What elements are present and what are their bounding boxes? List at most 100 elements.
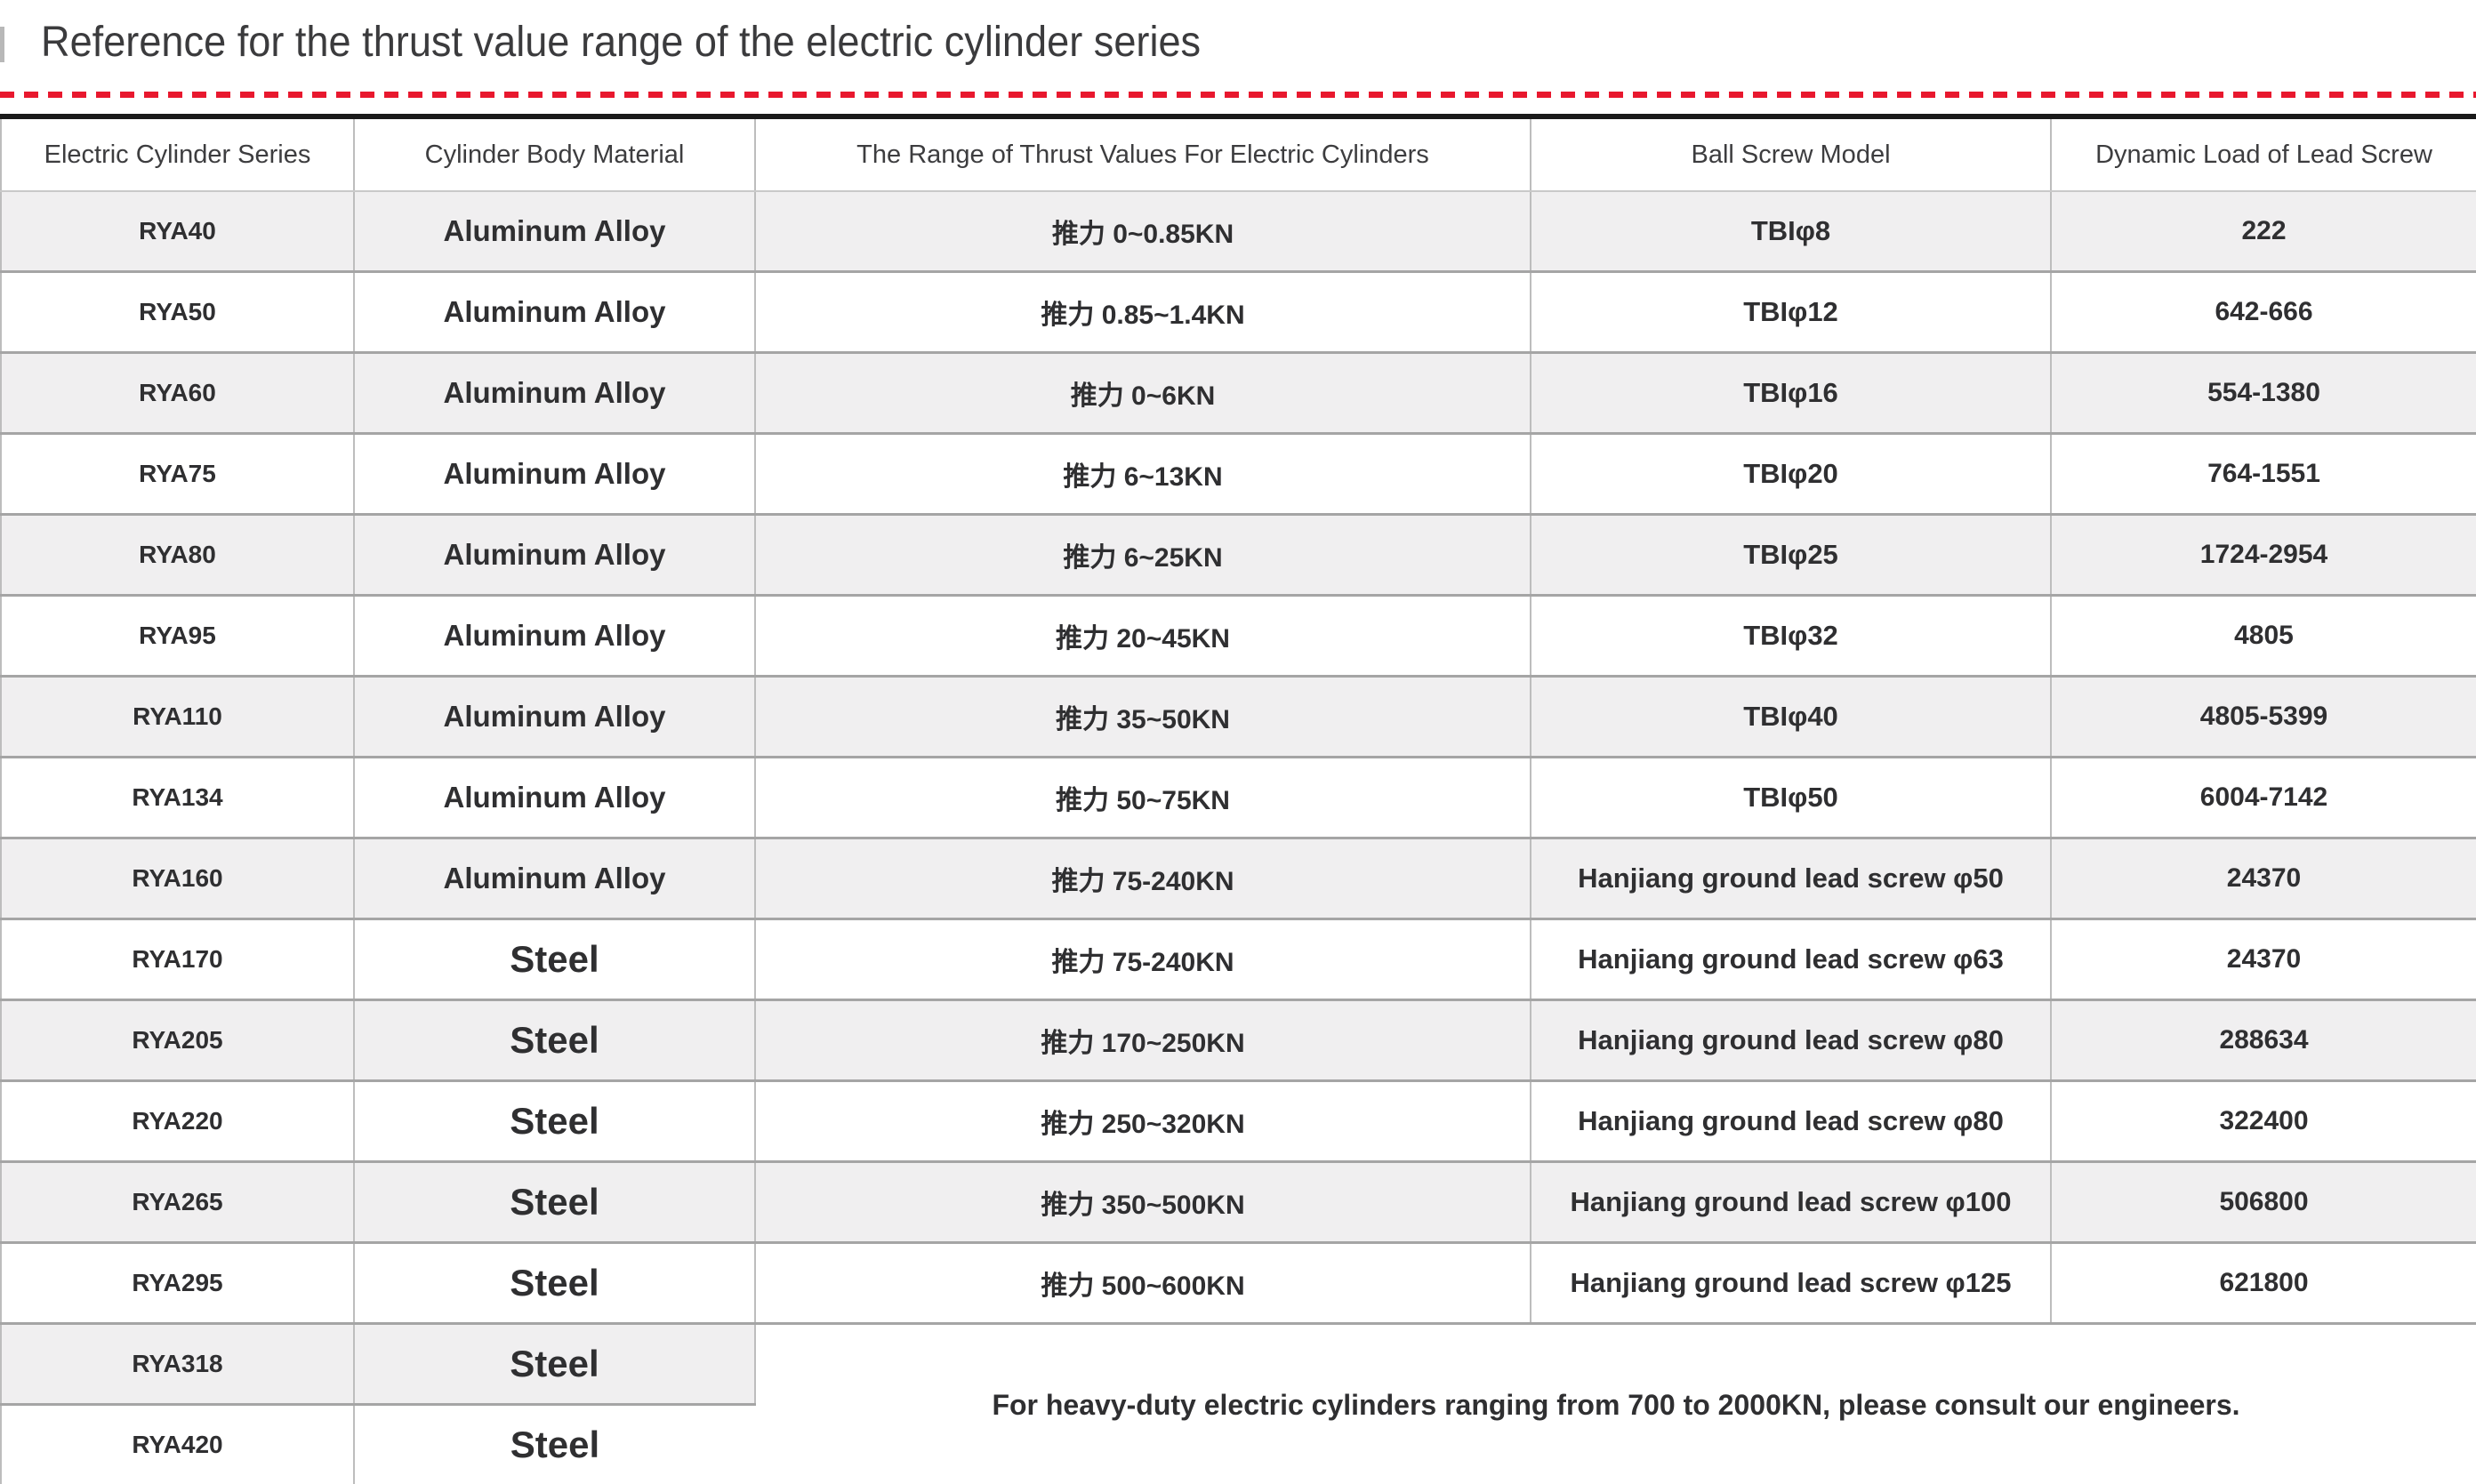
series-cell: RYA265 [1, 1161, 355, 1244]
column-header: Dynamic Load of Lead Screw [2051, 119, 2476, 192]
table-region: Electric Cylinder Series Cylinder Body Ma… [0, 114, 2476, 1484]
material-cell: Aluminum Alloy [354, 676, 756, 758]
material-cell: Steel [354, 1080, 756, 1163]
ball-screw-cell: Hanjiang ground lead screw φ100 [1531, 1161, 2052, 1244]
dynamic-load-cell: 6004-7142 [2051, 757, 2476, 839]
series-cell: RYA50 [1, 271, 355, 354]
dynamic-load-cell: 554-1380 [2051, 352, 2476, 435]
table-row: RYA420 Steel [1, 1404, 2476, 1484]
thrust-cell: 推力 0.85~1.4KN [755, 271, 1531, 354]
series-cell: RYA170 [1, 918, 355, 1001]
ball-screw-cell: TBIφ32 [1531, 595, 2052, 678]
dynamic-load-cell: 222 [2051, 191, 2476, 273]
dynamic-load-cell: 288634 [2051, 999, 2476, 1082]
series-cell: RYA160 [1, 838, 355, 920]
series-cell: RYA80 [1, 514, 355, 597]
footer-note-cell: For heavy-duty electric cylinders rangin… [755, 1323, 2476, 1484]
table-row: RYA295 Steel 推力 500~600KN Hanjiang ground l… [1, 1242, 2476, 1325]
table-row: RYA265 Steel 推力 350~500KN Hanjiang ground l… [1, 1161, 2476, 1244]
material-cell: Steel [354, 999, 756, 1082]
series-cell: RYA75 [1, 433, 355, 516]
table-row: RYA40 Aluminum Alloy 推力 0~0.85KN TBIφ8 222 [1, 191, 2476, 273]
thrust-cell: 推力 20~45KN [755, 595, 1531, 678]
ball-screw-cell: TBIφ16 [1531, 352, 2052, 435]
material-cell: Aluminum Alloy [354, 514, 756, 597]
series-cell: RYA134 [1, 757, 355, 839]
table-row: RYA80 Aluminum Alloy 推力 6~25KN TBIφ25 1724-2… [1, 514, 2476, 597]
header-row: Electric Cylinder Series Cylinder Body Ma… [1, 119, 2476, 192]
table-row: RYA134 Aluminum Alloy 推力 50~75KN TBIφ50 6004… [1, 757, 2476, 839]
ball-screw-cell: TBIφ12 [1531, 271, 2052, 354]
thrust-cell: 推力 35~50KN [755, 676, 1531, 758]
red-dashed-divider [0, 92, 2476, 98]
material-cell: Aluminum Alloy [354, 191, 756, 273]
ball-screw-cell: Hanjiang ground lead screw φ50 [1531, 838, 2052, 920]
ball-screw-cell: Hanjiang ground lead screw φ80 [1531, 999, 2052, 1082]
material-cell: Steel [354, 1161, 756, 1244]
series-cell: RYA110 [1, 676, 355, 758]
ball-screw-cell: Hanjiang ground lead screw φ63 [1531, 918, 2052, 1001]
material-cell: Aluminum Alloy [354, 595, 756, 678]
thrust-cell: 推力 0~0.85KN [755, 191, 1531, 273]
series-cell: RYA420 [1, 1404, 355, 1484]
ball-screw-cell: TBIφ20 [1531, 433, 2052, 516]
table-row: RYA205 Steel 推力 170~250KN Hanjiang ground l… [1, 999, 2476, 1082]
thrust-cell: 推力 250~320KN [755, 1080, 1531, 1163]
series-cell: RYA60 [1, 352, 355, 435]
thrust-reference-table: Electric Cylinder Series Cylinder Body Ma… [0, 119, 2476, 1484]
material-cell: Aluminum Alloy [354, 271, 756, 354]
material-cell: Steel [354, 918, 756, 1001]
table-row: RYA95 Aluminum Alloy 推力 20~45KN TBIφ32 4805 [1, 595, 2476, 678]
table-row: RYA220 Steel 推力 250~320KN Hanjiang ground l… [1, 1080, 2476, 1163]
dynamic-load-cell: 1724-2954 [2051, 514, 2476, 597]
material-cell: Aluminum Alloy [354, 433, 756, 516]
series-cell: RYA205 [1, 999, 355, 1082]
thrust-cell: 推力 50~75KN [755, 757, 1531, 839]
dynamic-load-cell: 4805 [2051, 595, 2476, 678]
dynamic-load-cell: 621800 [2051, 1242, 2476, 1325]
ball-screw-cell: TBIφ25 [1531, 514, 2052, 597]
series-cell: RYA40 [1, 191, 355, 273]
dynamic-load-cell: 24370 [2051, 838, 2476, 920]
material-cell: Aluminum Alloy [354, 757, 756, 839]
dynamic-load-cell: 322400 [2051, 1080, 2476, 1163]
thrust-cell: 推力 500~600KN [755, 1242, 1531, 1325]
table-row: RYA75 Aluminum Alloy 推力 6~13KN TBIφ20 764-15… [1, 433, 2476, 516]
thrust-cell: 推力 6~13KN [755, 433, 1531, 516]
material-cell: Steel [354, 1404, 755, 1484]
column-header: Ball Screw Model [1531, 119, 2052, 192]
table-body: RYA40 Aluminum Alloy 推力 0~0.85KN TBIφ8 222 RY… [1, 191, 2476, 1484]
column-header: The Range of Thrust Values For Electric … [755, 119, 1531, 192]
page-title: Reference for the thrust value range of … [41, 19, 1202, 66]
ball-screw-cell: TBIφ40 [1531, 676, 2052, 758]
column-header: Electric Cylinder Series [1, 119, 355, 192]
ball-screw-cell: Hanjiang ground lead screw φ125 [1531, 1242, 2052, 1325]
series-cell: RYA295 [1, 1242, 355, 1325]
dynamic-load-cell: 642-666 [2051, 271, 2476, 354]
table-row: RYA60 Aluminum Alloy 推力 0~6KN TBIφ16 554-138… [1, 352, 2476, 435]
table-row: RYA170 Steel 推力 75-240KN Hanjiang ground le… [1, 918, 2476, 1001]
series-cell: RYA95 [1, 595, 355, 678]
table-row: RYA318 Steel For heavy-duty electric cylin… [1, 1323, 2476, 1484]
table-row: RYA160 Aluminum Alloy 推力 75-240KN Hanjiang … [1, 838, 2476, 920]
table-row: RYA110 Aluminum Alloy 推力 35~50KN TBIφ40 4805… [1, 676, 2476, 758]
dynamic-load-cell: 506800 [2051, 1161, 2476, 1244]
thrust-cell: 推力 0~6KN [755, 352, 1531, 435]
material-cell: Steel [354, 1242, 756, 1325]
thrust-cell: 推力 75-240KN [755, 838, 1531, 920]
thrust-cell: 推力 170~250KN [755, 999, 1531, 1082]
dynamic-load-cell: 764-1551 [2051, 433, 2476, 516]
series-cell: RYA318 [1, 1323, 355, 1406]
thrust-cell: 推力 75-240KN [755, 918, 1531, 1001]
ball-screw-cell: TBIφ50 [1531, 757, 2052, 839]
thrust-cell: 推力 6~25KN [755, 514, 1531, 597]
series-cell: RYA220 [1, 1080, 355, 1163]
dynamic-load-cell: 24370 [2051, 918, 2476, 1001]
column-header: Cylinder Body Material [354, 119, 756, 192]
thrust-cell: 推力 350~500KN [755, 1161, 1531, 1244]
material-cell: Steel [354, 1323, 756, 1406]
ball-screw-cell: TBIφ8 [1531, 191, 2052, 273]
dynamic-load-cell: 4805-5399 [2051, 676, 2476, 758]
material-cell: Aluminum Alloy [354, 838, 756, 920]
